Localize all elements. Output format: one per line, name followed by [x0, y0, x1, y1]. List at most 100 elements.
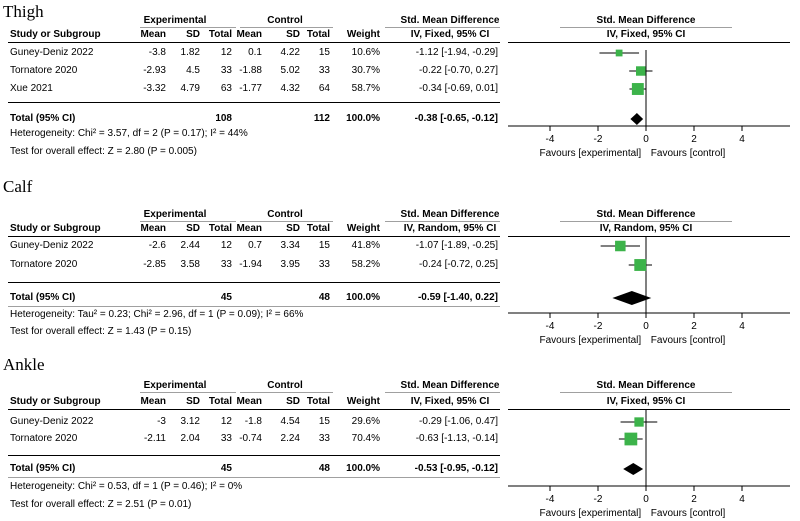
- total-ci-text: -0.59 [-1.40, 0.22]: [417, 292, 498, 303]
- favours-control-label: Favours [control]: [651, 335, 726, 346]
- plot-rule-top: [508, 409, 790, 410]
- x-axis-tick-label: 2: [691, 494, 697, 505]
- plot-title: Std. Mean Difference: [596, 380, 696, 391]
- exp-total: 33: [220, 65, 232, 76]
- col-header-weight: Weight: [346, 29, 380, 40]
- section-title: Calf: [3, 177, 33, 196]
- plot-title: Std. Mean Difference: [596, 15, 696, 26]
- plot-title: Std. Mean Difference: [596, 209, 696, 220]
- exp-sd: 4.5: [186, 65, 200, 76]
- ctl-total: 15: [318, 240, 330, 251]
- study-name: Guney-Deniz 2022: [10, 416, 94, 427]
- col-header-exp-total: Total: [208, 396, 232, 407]
- study-name: Tornatore 2020: [10, 65, 78, 76]
- pooled-effect-diamond: [630, 113, 644, 125]
- ctl-total: 33: [318, 433, 330, 444]
- col-header-exp-mean: Mean: [140, 29, 166, 40]
- group-rule-experimental: [140, 221, 236, 222]
- col-header-ctl-total: Total: [306, 223, 330, 234]
- group-rule-experimental: [140, 392, 236, 393]
- group-rule-experimental: [140, 27, 236, 28]
- study-weight: 58.2%: [351, 259, 380, 270]
- x-axis-tick-label: 4: [739, 494, 745, 505]
- exp-sd: 3.58: [180, 259, 200, 270]
- total-ctl: 48: [318, 292, 330, 303]
- x-axis-tick-label: -4: [546, 134, 555, 145]
- col-header-method: IV, Fixed, 95% CI: [410, 29, 490, 40]
- exp-mean: -3.8: [148, 47, 166, 58]
- study-ci-text: -0.34 [-0.69, 0.01]: [419, 83, 498, 94]
- favours-experimental-label: Favours [experimental]: [539, 335, 641, 346]
- total-ci-text: -0.53 [-0.95, -0.12]: [414, 463, 498, 474]
- plot-method: IV, Fixed, 95% CI: [606, 396, 686, 407]
- col-header-ctl-sd: SD: [286, 396, 300, 407]
- study-effect-square: [624, 432, 638, 446]
- ctl-sd: 4.22: [280, 47, 300, 58]
- table-rule-total: [8, 306, 500, 307]
- total-label: Total (95% CI): [10, 463, 76, 474]
- plot-method: IV, Fixed, 95% CI: [606, 29, 686, 40]
- total-weight: 100.0%: [346, 292, 380, 303]
- section-title: Ankle: [3, 355, 45, 374]
- study-ci-text: -1.07 [-1.89, -0.25]: [415, 240, 498, 251]
- col-header-exp-total: Total: [208, 223, 232, 234]
- ctl-total: 15: [318, 47, 330, 58]
- exp-mean: -2.11: [143, 433, 166, 444]
- table-rule-bottom: [8, 455, 500, 456]
- x-axis-tick-label: -2: [594, 321, 603, 332]
- x-axis-tick-label: -2: [594, 494, 603, 505]
- exp-mean: -3.32: [143, 83, 166, 94]
- total-exp: 45: [220, 292, 232, 303]
- heterogeneity-text: Heterogeneity: Chi² = 0.53, df = 1 (P = …: [10, 481, 243, 492]
- study-effect-square: [615, 49, 623, 57]
- overall-effect-text: Test for overall effect: Z = 2.51 (P = 0…: [10, 499, 192, 510]
- effect-title-rule: [385, 27, 500, 28]
- study-ci-text: -0.63 [-1.13, -0.14]: [415, 433, 498, 444]
- study-weight: 41.8%: [351, 240, 380, 251]
- col-header-ctl-total: Total: [306, 396, 330, 407]
- exp-total: 33: [220, 433, 232, 444]
- group-header-experimental: Experimental: [143, 15, 207, 26]
- col-header-study: Study or Subgroup: [10, 29, 101, 40]
- study-weight: 10.6%: [351, 47, 380, 58]
- table-rule-top: [8, 236, 500, 237]
- plot-title-rule: [560, 221, 732, 222]
- col-header-method: IV, Fixed, 95% CI: [410, 396, 490, 407]
- group-rule-control: [240, 27, 333, 28]
- overall-effect-text: Test for overall effect: Z = 2.80 (P = 0…: [10, 146, 197, 157]
- effect-column-title: Std. Mean Difference: [400, 209, 500, 220]
- total-exp: 108: [215, 113, 232, 124]
- study-effect-square: [636, 66, 646, 76]
- study-effect-square: [634, 259, 647, 271]
- effect-column-title: Std. Mean Difference: [400, 15, 500, 26]
- pooled-effect-diamond: [612, 291, 652, 305]
- study-ci-text: -1.12 [-1.94, -0.29]: [415, 47, 498, 58]
- effect-column-title: Std. Mean Difference: [400, 380, 500, 391]
- study-ci-text: -0.22 [-0.70, 0.27]: [419, 65, 498, 76]
- group-header-experimental: Experimental: [143, 209, 207, 220]
- x-axis-tick-label: 0: [643, 321, 649, 332]
- col-header-ctl-total: Total: [306, 29, 330, 40]
- ctl-mean: -0.74: [239, 433, 262, 444]
- group-rule-control: [240, 221, 333, 222]
- exp-mean: -2.93: [143, 65, 166, 76]
- study-weight: 70.4%: [351, 433, 380, 444]
- col-header-ctl-sd: SD: [286, 29, 300, 40]
- col-header-ctl-mean: Mean: [236, 223, 262, 234]
- table-rule-bottom: [8, 102, 500, 103]
- pooled-effect-diamond: [623, 463, 644, 475]
- col-header-study: Study or Subgroup: [10, 396, 101, 407]
- total-ctl: 48: [318, 463, 330, 474]
- exp-total: 12: [220, 240, 232, 251]
- study-name: Tornatore 2020: [10, 433, 78, 444]
- col-header-exp-sd: SD: [186, 396, 200, 407]
- ctl-total: 15: [318, 416, 330, 427]
- col-header-weight: Weight: [346, 223, 380, 234]
- study-name: Guney-Deniz 2022: [10, 240, 94, 251]
- study-effect-square: [615, 240, 626, 252]
- exp-sd: 3.12: [180, 416, 200, 427]
- col-header-study: Study or Subgroup: [10, 223, 101, 234]
- study-weight: 29.6%: [351, 416, 380, 427]
- effect-title-rule: [385, 221, 500, 222]
